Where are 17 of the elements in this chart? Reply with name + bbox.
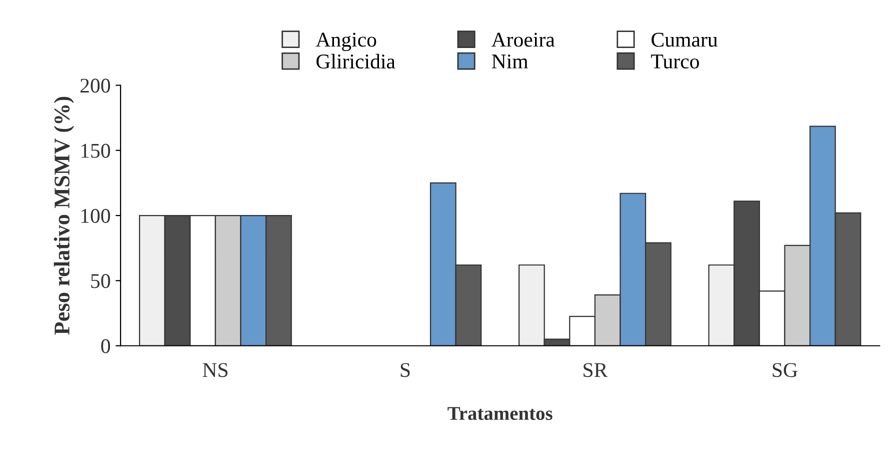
legend-label: Gliricidia: [316, 54, 396, 69]
legend-label: Aroeira: [492, 32, 555, 47]
x-tick-label: NS: [202, 363, 228, 378]
y-tick-label: 100: [81, 208, 110, 223]
legend-label: Nim: [492, 54, 528, 68]
y-tick-label: 50: [91, 274, 110, 288]
legend-label: Turco: [651, 54, 699, 68]
y-axis-title: Peso relativo MSMV (%): [54, 96, 74, 335]
legend-label: Angico: [316, 32, 376, 52]
x-tick-label: SG: [772, 363, 798, 378]
x-tick-label: SR: [584, 363, 608, 378]
x-axis-title: Tratamentos: [448, 407, 552, 420]
x-tick-label: S: [400, 363, 410, 378]
y-tick-label: 150: [81, 144, 110, 158]
legend-label: Cumaru: [652, 32, 718, 47]
y-tick-label: 0: [101, 339, 110, 354]
y-tick-label: 200: [80, 78, 110, 93]
